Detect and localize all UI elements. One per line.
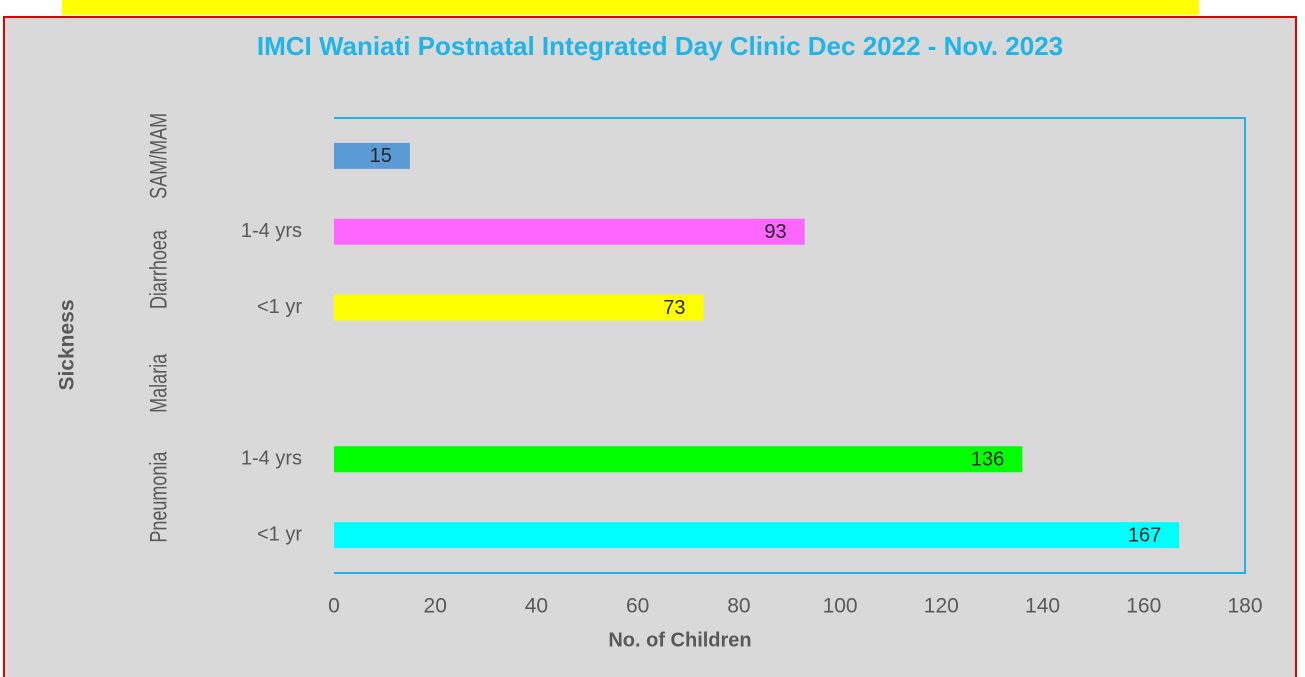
data-label: 167 bbox=[1128, 524, 1161, 546]
group-label: SAM/MAM bbox=[146, 113, 172, 199]
x-tick-label: 140 bbox=[1025, 595, 1060, 618]
x-axis-label: No. of Children bbox=[608, 629, 751, 651]
bar bbox=[334, 522, 1180, 549]
y-tick-label: <1 yr bbox=[257, 523, 302, 545]
x-tick-label: 60 bbox=[626, 595, 649, 618]
x-tick-label: 180 bbox=[1227, 595, 1262, 618]
x-tick-label: 0 bbox=[328, 595, 340, 618]
x-tick-label: 160 bbox=[1126, 595, 1161, 618]
y-axis-label: Sickness bbox=[56, 299, 79, 390]
x-tick-label: 120 bbox=[924, 595, 959, 618]
x-tick-label: 20 bbox=[424, 595, 447, 618]
group-label: Pneumonia bbox=[146, 451, 172, 542]
bar bbox=[334, 446, 1023, 473]
x-tick-label: 40 bbox=[525, 595, 548, 618]
banner bbox=[62, 0, 1199, 15]
x-tick-label: 100 bbox=[823, 595, 858, 618]
bar bbox=[334, 218, 805, 245]
group-label: Diarrhoea bbox=[146, 230, 172, 309]
group-label: Malaria bbox=[146, 354, 172, 413]
x-tick-label: 80 bbox=[727, 595, 750, 618]
y-tick-label: <1 yr bbox=[257, 296, 302, 318]
bar bbox=[334, 142, 410, 169]
data-label: 93 bbox=[764, 221, 786, 243]
data-label: 73 bbox=[663, 297, 685, 319]
chart-frame bbox=[3, 16, 1297, 677]
data-label: 15 bbox=[370, 145, 392, 167]
y-tick-label: 1-4 yrs bbox=[241, 448, 302, 470]
chart-title: IMCI Waniati Postnatal Integrated Day Cl… bbox=[256, 31, 1064, 61]
plot-frame bbox=[334, 117, 1246, 574]
bar bbox=[334, 294, 704, 321]
data-label: 136 bbox=[971, 449, 1004, 471]
y-tick-label: 1-4 yrs bbox=[241, 220, 302, 242]
